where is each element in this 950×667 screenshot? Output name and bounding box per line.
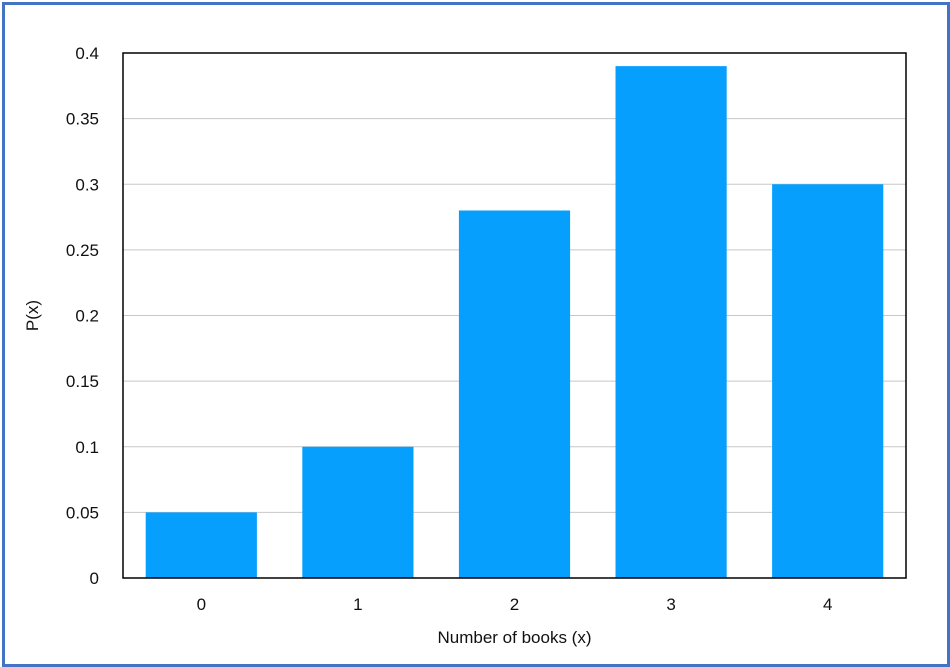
y-axis-title: P(x) <box>23 300 42 331</box>
x-tick-label: 4 <box>823 595 832 614</box>
bar-3 <box>615 66 727 578</box>
y-tick-label: 0.1 <box>75 438 99 457</box>
x-axis-ticks: 0 1 2 3 4 <box>197 595 833 614</box>
y-tick-label: 0 <box>90 569 99 588</box>
x-axis-title: Number of books (x) <box>438 628 592 647</box>
bar-0 <box>145 512 257 578</box>
y-tick-label: 0.25 <box>66 241 99 260</box>
y-axis-ticks: 0 0.05 0.1 0.15 0.2 0.25 0.3 0.35 0.4 <box>66 44 99 588</box>
y-tick-label: 0.3 <box>75 175 99 194</box>
y-tick-label: 0.05 <box>66 503 99 522</box>
x-tick-label: 1 <box>353 595 362 614</box>
plot-area-border <box>122 52 907 579</box>
y-tick-label: 0.2 <box>75 307 99 326</box>
y-tick-label: 0.15 <box>66 372 99 391</box>
bar-2 <box>458 210 571 578</box>
y-tick-label: 0.35 <box>66 110 99 129</box>
bar-4 <box>772 184 884 578</box>
x-tick-label: 3 <box>666 595 675 614</box>
x-tick-label: 2 <box>510 595 519 614</box>
bars <box>145 66 884 578</box>
y-tick-label: 0.4 <box>75 44 99 63</box>
x-tick-label: 0 <box>197 595 206 614</box>
bar-1 <box>302 446 414 578</box>
